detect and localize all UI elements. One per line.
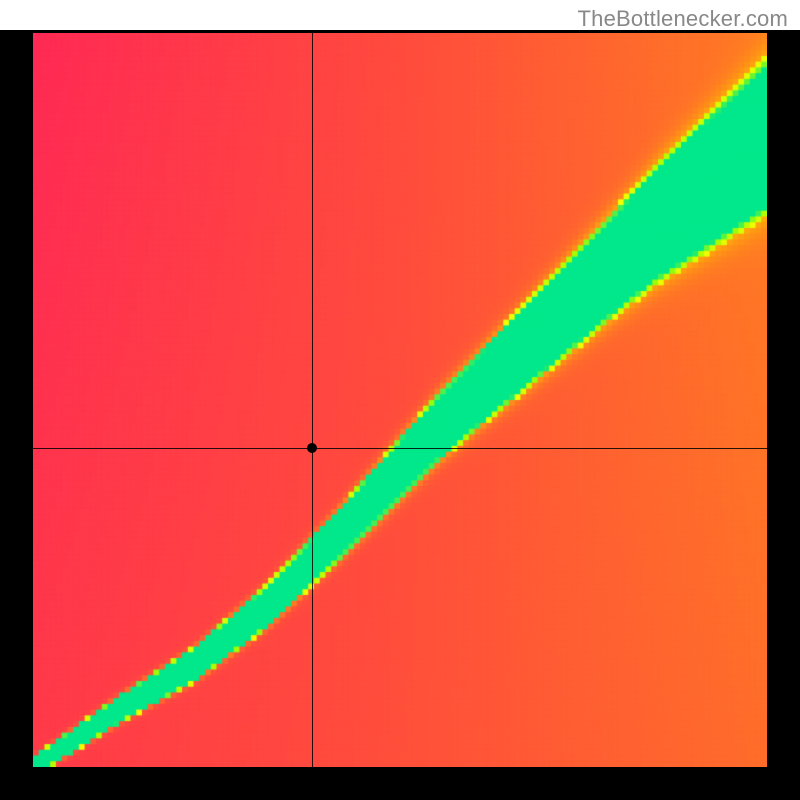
crosshair-vertical <box>312 33 313 767</box>
crosshair-dot <box>307 443 317 453</box>
chart-outer-border <box>0 30 800 800</box>
heatmap-canvas <box>33 33 767 767</box>
heatmap-plot <box>33 33 767 767</box>
watermark-text: TheBottlenecker.com <box>578 6 788 32</box>
crosshair-horizontal <box>33 448 767 449</box>
